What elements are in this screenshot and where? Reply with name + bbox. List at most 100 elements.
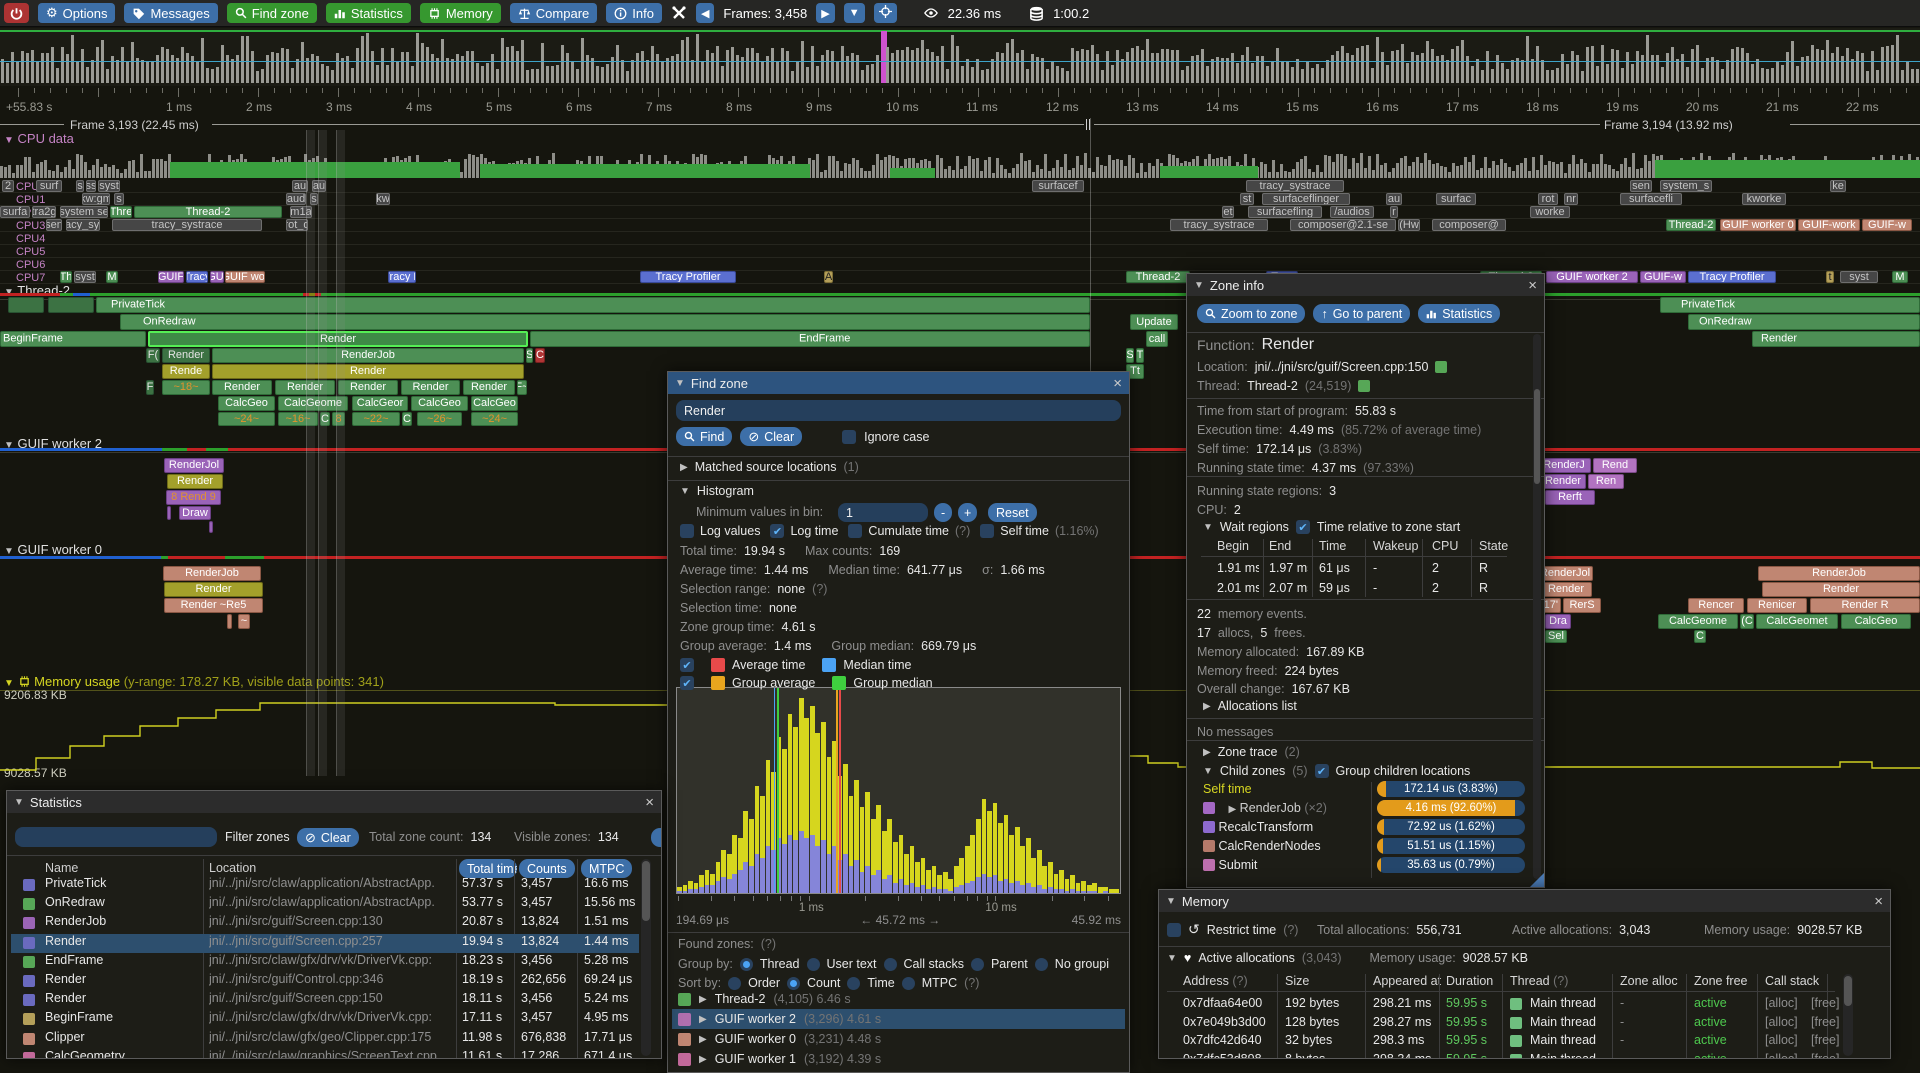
zone-chip[interactable]: system se — [60, 206, 108, 218]
filter-zones-input[interactable] — [15, 827, 217, 847]
zone-chip[interactable]: PrivateTick — [1660, 297, 1920, 313]
zone-info-titlebar[interactable]: ▼ Zone info × — [1187, 274, 1544, 296]
sort-by-time[interactable] — [847, 977, 860, 990]
find-zone-button[interactable]: Find zone — [227, 3, 317, 23]
zone-chip[interactable]: GUIF wor — [225, 271, 265, 283]
child-expander[interactable]: ▶ — [1228, 804, 1236, 815]
group-expander[interactable]: ▶ — [699, 1034, 707, 1045]
callstack-free-link[interactable]: [free] — [1811, 1033, 1840, 1047]
prev-frame-button[interactable]: ◀ — [696, 3, 714, 23]
min-bin-input[interactable]: 1 — [838, 503, 928, 522]
statistics-titlebar[interactable]: ▼ Statistics × — [7, 791, 661, 813]
collapse-icon[interactable]: ▼ — [14, 797, 24, 808]
log-time-checkbox[interactable]: ✔ — [770, 524, 784, 538]
zone-chip[interactable]: 8 Rend 9 — [166, 490, 221, 505]
scrollbar-thumb[interactable] — [642, 861, 650, 921]
cpu-data-header[interactable]: ▼ CPU data — [4, 131, 74, 146]
power-button[interactable] — [4, 3, 29, 23]
zone-chip[interactable]: Rende — [162, 364, 210, 379]
group-by-call-stacks[interactable] — [884, 958, 897, 971]
find-zone-histogram[interactable] — [676, 687, 1121, 894]
wait-column-header[interactable]: State — [1479, 539, 1508, 553]
zone-chip[interactable]: C — [1694, 630, 1706, 643]
thread-header-guif-worker-0[interactable]: ▼ GUIF worker 0 — [4, 542, 102, 557]
scrollbar-thumb[interactable] — [1534, 389, 1540, 484]
sort-by-mtpc[interactable] — [902, 977, 915, 990]
zone-chip[interactable]: Tracy Profiler — [640, 271, 736, 283]
zone-chip[interactable]: system_s — [1660, 180, 1712, 192]
found-zone-group[interactable]: ▶GUIF worker 2(3,296) 4.61 s — [672, 1009, 1125, 1029]
zone-chip[interactable]: CalcGeor — [352, 396, 408, 411]
zone-chip[interactable]: GUIF-w — [1862, 219, 1912, 231]
zone-chip[interactable]: F( — [146, 348, 160, 363]
zone-chip[interactable]: kworke — [1742, 193, 1786, 205]
zone-chip[interactable]: ~24~ — [218, 412, 275, 426]
zone-chip[interactable]: Render R — [1810, 598, 1920, 613]
zone-chip[interactable]: ~22~ — [352, 412, 400, 426]
column-header-zone-alloc[interactable]: Zone alloc — [1620, 974, 1678, 988]
zone-chip[interactable]: Render — [212, 364, 524, 379]
sort-by-count[interactable] — [787, 977, 800, 990]
zone-chip[interactable]: sen — [46, 219, 62, 231]
self-time-checkbox[interactable] — [980, 524, 994, 538]
options-button[interactable]: ⚙Options — [38, 3, 115, 23]
zone-chip[interactable]: s — [76, 180, 84, 192]
matched-expander[interactable]: ▶ — [680, 462, 688, 473]
group-expander[interactable]: ▶ — [699, 994, 707, 1005]
zone-chip[interactable]: call — [1146, 331, 1168, 347]
callstack-alloc-link[interactable]: [alloc] — [1765, 1052, 1798, 1059]
zone-chip[interactable]: Rerft — [1545, 490, 1595, 505]
zone-chip[interactable]: et — [1222, 206, 1234, 218]
allocation-row[interactable]: 0x7dfc42d64032 bytes298.3 ms59.95 sMain … — [1159, 1033, 1839, 1051]
zone-chip[interactable]: Thre — [110, 206, 132, 218]
allocation-address[interactable]: 0x7dfaa64e00 — [1183, 996, 1262, 1010]
zone-chip[interactable]: Renicer — [1747, 598, 1807, 613]
find-zone-titlebar[interactable]: ▼ Find zone × — [668, 372, 1129, 394]
time-relative-checkbox[interactable]: ✔ — [1296, 520, 1310, 534]
column-header-zone-free[interactable]: Zone free — [1694, 974, 1748, 988]
collapse-icon[interactable]: ▼ — [675, 378, 685, 389]
collapse-icon[interactable]: ▼ — [1194, 280, 1204, 291]
zone-chip[interactable]: Update — [1130, 314, 1178, 330]
location-value[interactable]: jni/../jni/src/guif/Screen.cpp:150 — [1255, 360, 1429, 374]
clear-button[interactable]: ⊘Clear — [740, 427, 802, 446]
zone-chip[interactable]: Render — [1540, 474, 1586, 489]
column-header-thread[interactable]: Thread (?) — [1510, 974, 1568, 988]
zone-chip[interactable]: composer@ — [1432, 219, 1506, 231]
zone-chip[interactable]: CalcGeome — [1658, 614, 1738, 629]
zone-chip[interactable]: S — [526, 348, 533, 363]
zone-chip[interactable]: M — [106, 271, 118, 283]
zone-chip[interactable] — [8, 297, 44, 313]
table-row[interactable]: OnRedrawjni/../jni/src/claw/application/… — [11, 895, 639, 914]
sort-by-order[interactable] — [728, 977, 741, 990]
zone-chip[interactable]: CalcGeo — [1841, 614, 1911, 629]
zone-chip[interactable]: aud — [286, 193, 306, 205]
zone-chip[interactable]: Render — [401, 380, 460, 395]
histogram-expander[interactable]: ▼ — [680, 486, 690, 497]
zone-chip[interactable]: Render — [463, 380, 515, 395]
zone-chip[interactable]: BeginFrame — [0, 331, 146, 347]
zone-chip[interactable]: RenderJob — [212, 348, 524, 363]
found-zone-group[interactable]: ▶GUIF worker 0(3,231) 4.48 s — [672, 1029, 1125, 1049]
find-zone-search-input[interactable]: Render — [676, 400, 1121, 421]
go-to-parent-button[interactable]: ↑Go to parent — [1313, 304, 1410, 323]
zone-chip[interactable]: Th — [60, 271, 72, 283]
allocation-row[interactable]: 0x7dfc53d8988 bytes298.34 ms59.95 sMain … — [1159, 1052, 1839, 1059]
zone-chip[interactable]: tracy_systrace — [1246, 180, 1344, 192]
zone-chip[interactable]: Ren — [1588, 474, 1624, 489]
zone-chip[interactable]: Draw — [179, 506, 211, 520]
zone-chip[interactable]: ss — [86, 180, 96, 192]
ignore-case-checkbox[interactable] — [842, 430, 856, 444]
zone-chip[interactable]: syst — [74, 271, 96, 283]
info-button[interactable]: Info — [606, 3, 662, 23]
zone-chip[interactable]: RerS — [1563, 598, 1601, 613]
callstack-alloc-link[interactable]: [alloc] — [1765, 1015, 1798, 1029]
messages-button[interactable]: Messages — [124, 3, 217, 23]
zone-info-scrollbar[interactable] — [1533, 334, 1541, 879]
zone-chip[interactable]: PrivateTick — [96, 297, 1090, 313]
group-by-thread[interactable] — [740, 958, 753, 971]
table-row[interactable]: EndFramejni/../jni/src/claw/gfx/drv/vk/D… — [11, 953, 639, 972]
allocation-row[interactable]: 0x7e049b3d00128 bytes298.27 ms59.95 sMai… — [1159, 1015, 1839, 1033]
wait-column-header[interactable]: Begin — [1217, 539, 1249, 553]
table-row[interactable]: RenderJobjni/../jni/src/guif/Screen.cpp:… — [11, 914, 639, 933]
